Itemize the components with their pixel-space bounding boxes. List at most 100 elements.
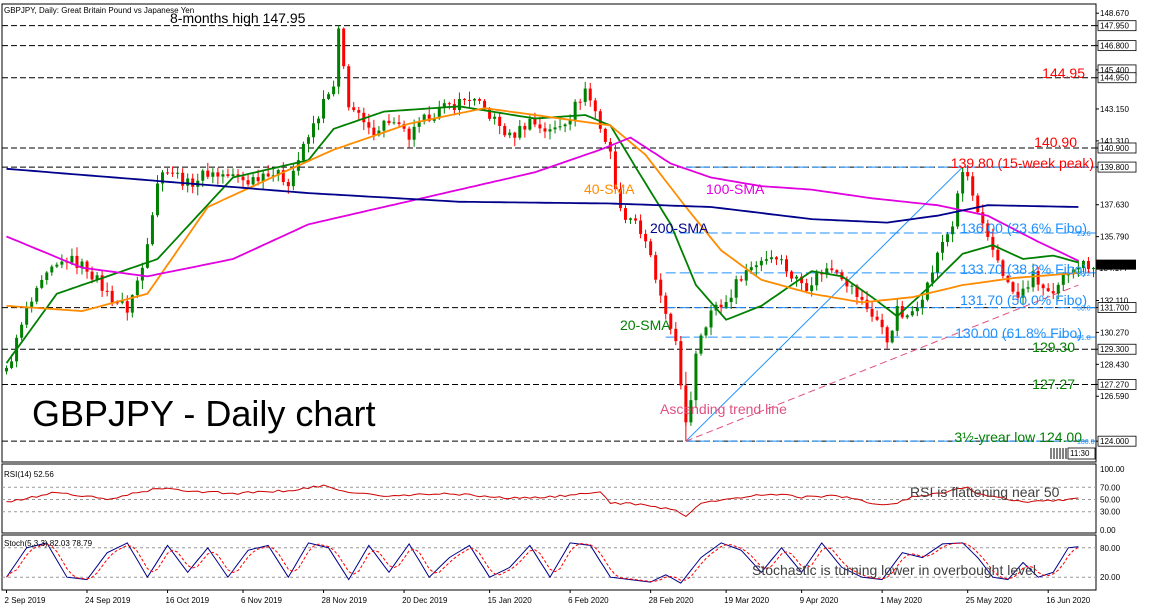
bullish-candle xyxy=(493,116,497,119)
y-tick-label: 137.630 xyxy=(1100,201,1129,210)
rsi-line xyxy=(6,484,1079,518)
bearish-candle xyxy=(347,66,351,108)
x-tick-label: 15 Jan 2020 xyxy=(488,596,533,605)
bearish-candle xyxy=(397,122,401,124)
bullish-candle xyxy=(1021,288,1025,298)
main-panel-border xyxy=(1,3,1097,463)
bullish-candle xyxy=(251,177,255,185)
bearish-candle xyxy=(191,178,195,187)
y-tick-label: 124.000 xyxy=(1100,437,1129,446)
x-tick-label: 28 Nov 2019 xyxy=(322,596,368,605)
bullish-candle xyxy=(754,265,758,268)
bullish-candle xyxy=(694,353,698,401)
bullish-candle xyxy=(744,270,748,281)
200-sma-line xyxy=(6,167,1079,224)
bearish-candle xyxy=(498,116,502,126)
fibo-percent-label: 38.2 xyxy=(1077,271,1091,278)
bullish-candle xyxy=(925,282,929,300)
bearish-candle xyxy=(483,100,487,110)
bullish-candle xyxy=(317,118,321,124)
bearish-candle xyxy=(206,170,210,177)
fibo-percent-label: 23.6 xyxy=(1077,231,1091,238)
bullish-candle xyxy=(377,130,381,136)
bullish-candle xyxy=(382,120,386,131)
bullish-candle xyxy=(422,114,426,122)
stochastic-panel: 80.00 20.00 xyxy=(2,542,1121,584)
y-tick-label: 145.400 xyxy=(1100,66,1129,75)
bullish-candle xyxy=(749,267,753,271)
bullish-candle xyxy=(50,266,54,273)
fibo-percent-label: 61.8 xyxy=(1077,335,1091,342)
bullish-candle xyxy=(759,260,763,266)
bullish-candle xyxy=(130,295,134,313)
bearish-candle xyxy=(830,268,834,271)
bearish-candle xyxy=(362,112,366,123)
fibo-50-label: 131.70 (50.0% Fibo) xyxy=(960,292,1087,308)
bullish-candle xyxy=(699,335,703,354)
bullish-candle xyxy=(764,259,768,261)
rsi-panel: 100.00 70.00 50.00 30.00 0.00 xyxy=(2,465,1125,535)
stoch-panel-border xyxy=(1,534,1097,591)
bearish-candle xyxy=(246,180,250,185)
fibonacci-lines: 23.6 38.2 50.0 61.8 100.0 xyxy=(665,166,1096,446)
bearish-candle xyxy=(1051,291,1055,294)
level-price-box xyxy=(1097,435,1137,447)
bullish-candle xyxy=(1031,271,1035,288)
bullish-candle xyxy=(558,126,562,128)
bearish-candle xyxy=(85,261,89,272)
bearish-candle xyxy=(488,109,492,119)
bearish-candle xyxy=(603,128,607,142)
level-price-box xyxy=(1097,142,1137,154)
bullish-candle xyxy=(60,261,64,265)
bearish-candle xyxy=(785,259,789,272)
bullish-candle xyxy=(1076,268,1080,270)
bearish-candle xyxy=(608,141,612,152)
year-low-label: 3½-yrear low 124.00 xyxy=(954,429,1082,445)
bearish-candle xyxy=(372,127,376,136)
rsi-tick-label: 30.00 xyxy=(1100,508,1121,517)
x-tick-label: 20 Dec 2019 xyxy=(402,596,448,605)
ascending-trend-line xyxy=(685,284,1079,442)
bearish-candle xyxy=(669,313,673,329)
bullish-candle xyxy=(150,215,154,245)
bullish-candle xyxy=(332,86,336,95)
bullish-candle xyxy=(30,301,34,308)
price-candles xyxy=(5,25,1095,442)
bearish-candle xyxy=(659,279,663,296)
level-129-30-label: 129.30 xyxy=(1032,339,1075,355)
bullish-candle xyxy=(35,287,39,302)
bearish-candle xyxy=(241,176,245,181)
bearish-candle xyxy=(885,327,889,343)
x-tick-label: 9 Apr 2020 xyxy=(800,596,839,605)
bearish-candle xyxy=(986,223,990,237)
bearish-candle xyxy=(105,290,109,292)
bullish-candle xyxy=(1081,261,1085,269)
fibo-percent-label: 50.0 xyxy=(1077,306,1091,313)
stoch-d-line xyxy=(6,542,1079,583)
bearish-candle xyxy=(800,276,804,284)
bearish-candle xyxy=(1016,291,1020,298)
bearish-candle xyxy=(860,296,864,300)
x-tick-label: 28 Feb 2020 xyxy=(649,596,694,605)
y-tick-label: 128.430 xyxy=(1100,360,1129,369)
level-price-box xyxy=(1097,302,1137,313)
bearish-candle xyxy=(996,249,1000,261)
bullish-candle xyxy=(895,306,899,331)
bullish-candle xyxy=(231,174,235,177)
bullish-candle xyxy=(815,273,819,286)
level-127-27-label: 127.27 xyxy=(1032,376,1075,392)
level-140-90-label: 140.90 xyxy=(1034,134,1077,150)
moving-averages xyxy=(5,105,1079,364)
bearish-candle xyxy=(618,189,622,209)
bullish-candle xyxy=(729,297,733,303)
current-price-box xyxy=(1096,259,1136,270)
bullish-candle xyxy=(629,218,633,220)
bearish-candle xyxy=(981,212,985,224)
y-tick-label: 126.590 xyxy=(1100,392,1129,401)
bearish-candle xyxy=(266,173,270,177)
bearish-candle xyxy=(623,208,627,220)
stoch-tick-label: 20.00 xyxy=(1100,573,1121,582)
bullish-candle xyxy=(45,272,49,280)
eight-month-high-label: 8-months high 147.95 xyxy=(170,10,306,26)
